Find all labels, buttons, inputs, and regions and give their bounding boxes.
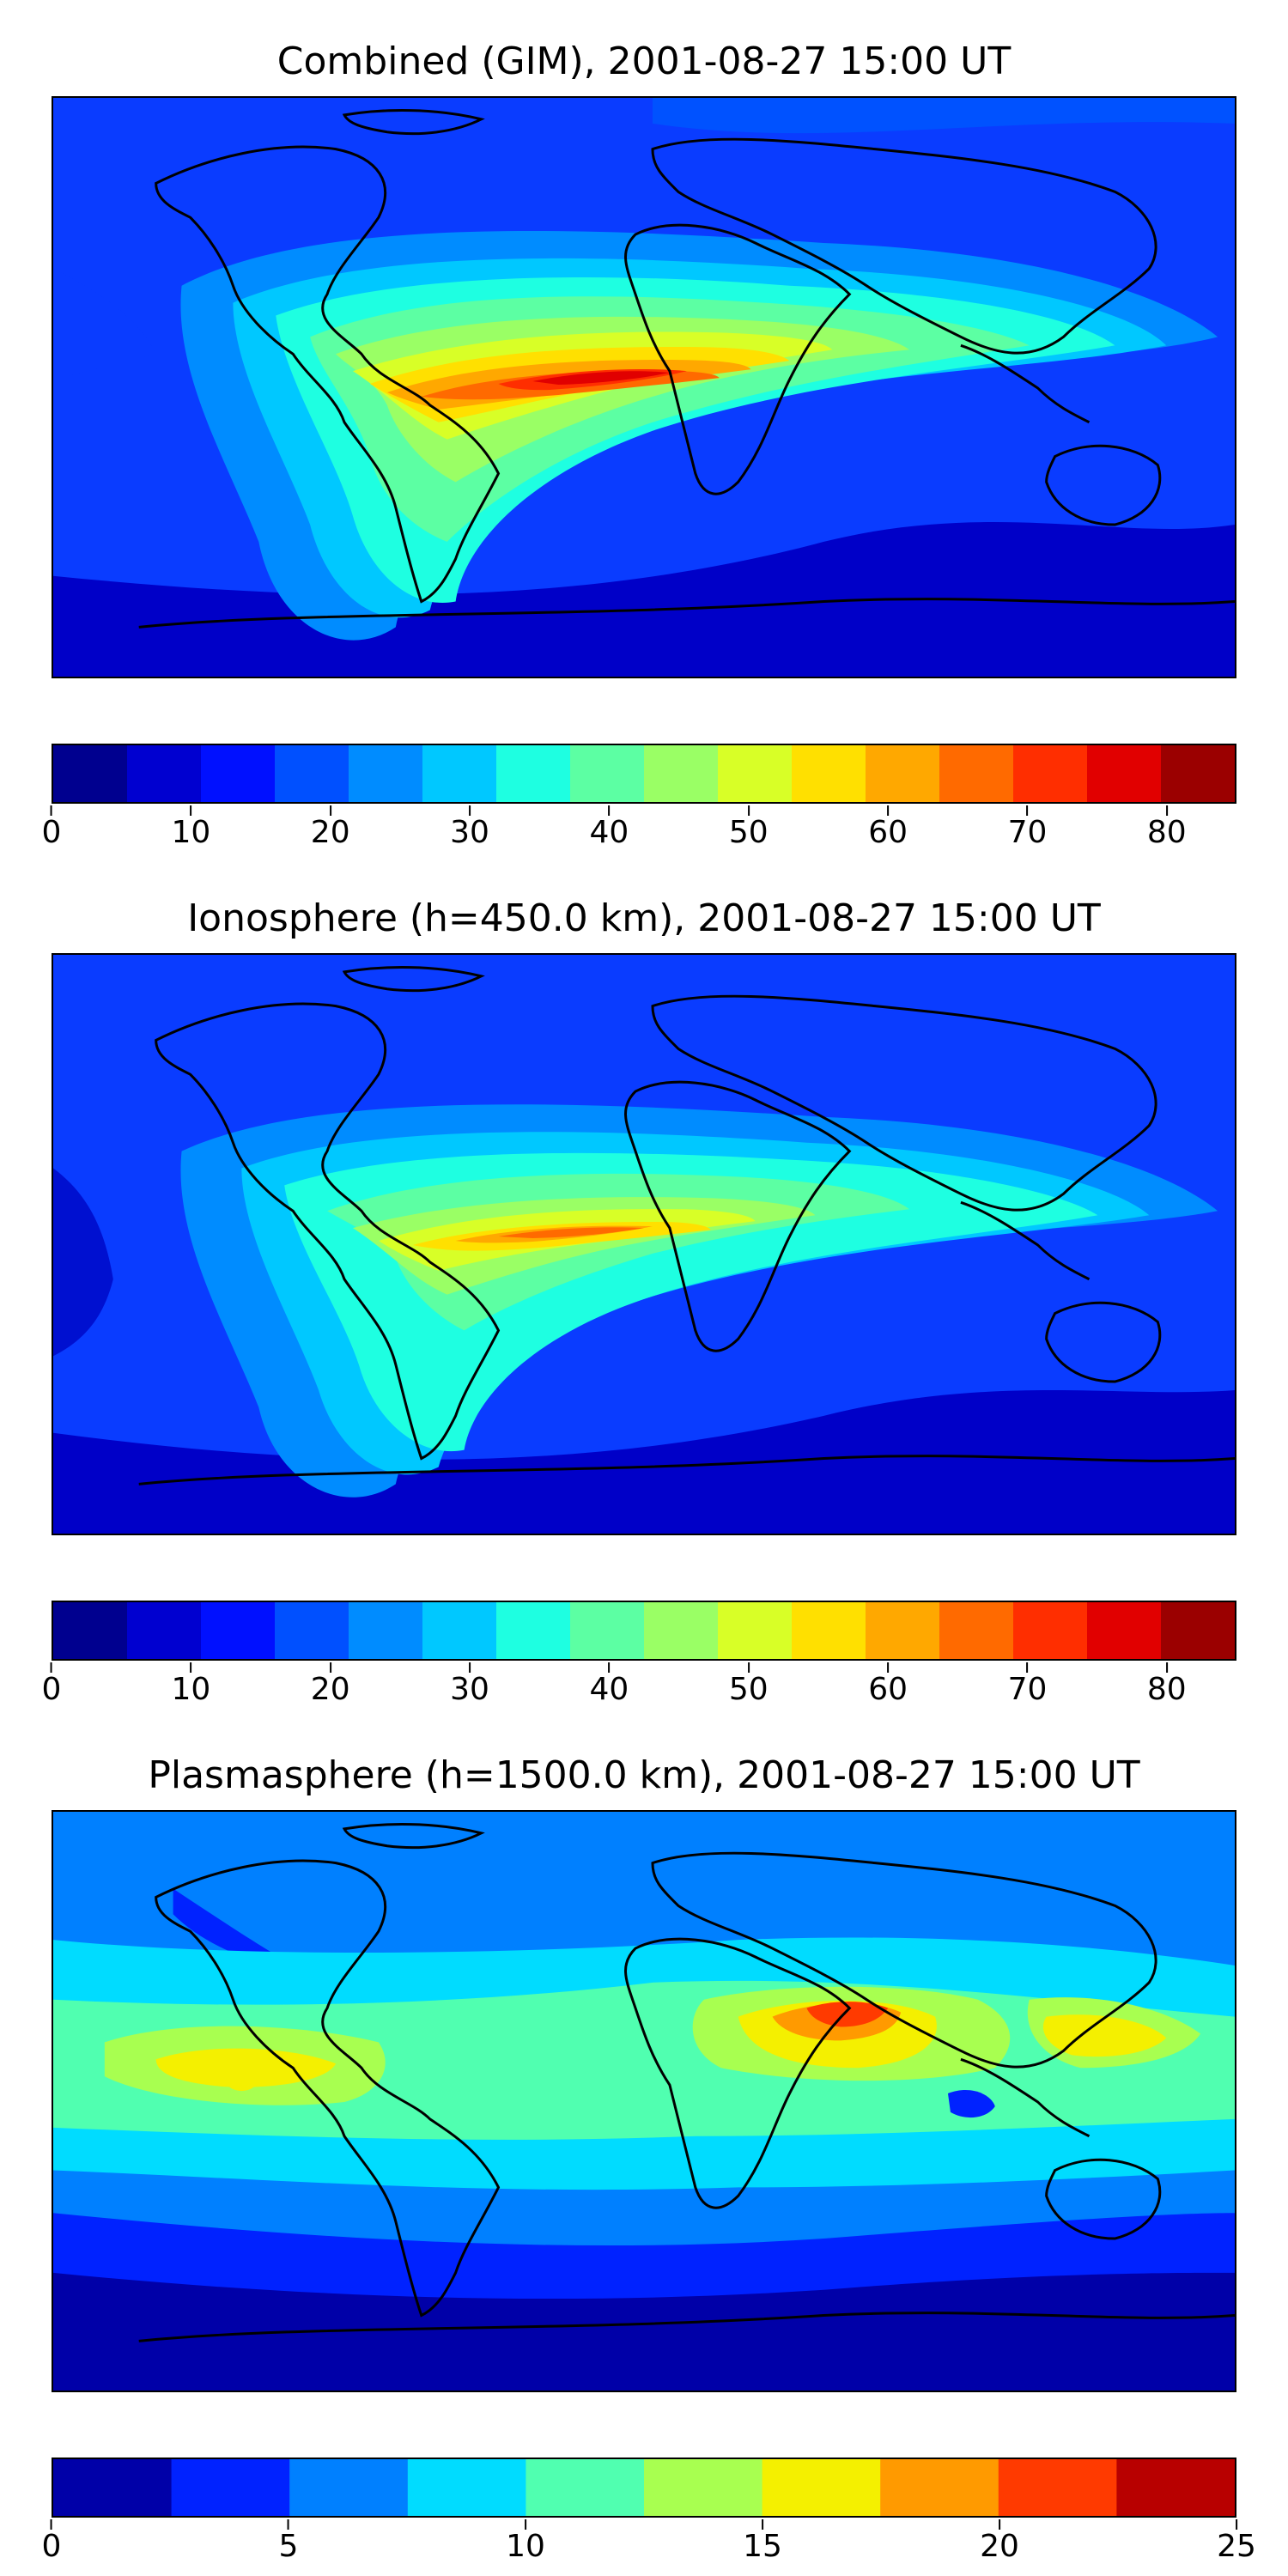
colorbar-ticks-plasmasphere: 0 5 10 15 20 25 <box>42 2529 1256 2573</box>
colorbar-swatch <box>644 2459 763 2516</box>
colorbar-tick-label: 60 <box>868 815 908 850</box>
colorbar-tick-label: 20 <box>310 815 350 850</box>
colorbar-tick-label: 0 <box>41 2529 62 2564</box>
colorbar-swatch <box>1087 745 1162 802</box>
colorbar-swatch <box>718 1602 793 1659</box>
colorbar-swatch <box>866 1602 940 1659</box>
map-combined <box>52 96 1236 678</box>
colorbar-swatches-combined <box>53 745 1235 802</box>
colorbar-swatches-ionosphere <box>53 1602 1235 1659</box>
colorbar-tick-label: 30 <box>450 1672 489 1707</box>
colorbar-swatch <box>1013 745 1088 802</box>
colorbar-ticks-ionosphere: 0 10 20 30 40 50 60 70 80 <box>42 1672 1236 1716</box>
colorbar-swatch <box>792 745 866 802</box>
colorbar-swatch <box>570 745 645 802</box>
colorbar-tick-label: 0 <box>41 815 62 850</box>
colorbar-swatch <box>275 745 349 802</box>
panel-title-plasmasphere: Plasmasphere (h=1500.0 km), 2001-08-27 1… <box>148 1753 1140 1797</box>
colorbar-tick-label: 20 <box>980 2529 1019 2564</box>
colorbar-swatch <box>644 1602 719 1659</box>
colorbar-tick-label: 40 <box>589 815 629 850</box>
colorbar-swatch <box>792 1602 866 1659</box>
colorbar-tick-label: 70 <box>1007 1672 1048 1707</box>
colorbar-tick-label: 30 <box>450 815 489 850</box>
colorbar-tick-label: 80 <box>1146 1672 1187 1707</box>
colorbar-swatch <box>939 1602 1014 1659</box>
colorbar-swatch <box>762 2459 881 2516</box>
colorbar-tick-label: 5 <box>278 2529 299 2564</box>
colorbar-swatch <box>496 745 571 802</box>
colorbar-swatch <box>1116 2459 1235 2516</box>
colorbar-swatch <box>939 745 1014 802</box>
colorbar-swatch <box>526 2459 645 2516</box>
colorbar-tick-label: 10 <box>171 815 211 850</box>
colorbar-swatch <box>349 745 423 802</box>
map-ionosphere <box>52 953 1236 1535</box>
colorbar-swatch <box>407 2459 526 2516</box>
colorbar-swatch <box>275 1602 349 1659</box>
colorbar-tick-label: 70 <box>1007 815 1048 850</box>
colorbar-swatch <box>718 745 793 802</box>
panel-title-ionosphere: Ionosphere (h=450.0 km), 2001-08-27 15:0… <box>187 896 1101 940</box>
map-svg-plasmasphere <box>53 1812 1235 2391</box>
colorbar-tick-label: 80 <box>1146 815 1187 850</box>
colorbar-ticks-combined: 0 10 20 30 40 50 60 70 80 <box>42 815 1236 859</box>
colorbar-tick-label: 10 <box>171 1672 211 1707</box>
colorbar-tick-label: 60 <box>868 1672 908 1707</box>
colorbar-swatch <box>349 1602 423 1659</box>
colorbar-tick-label: 10 <box>506 2529 545 2564</box>
colorbar-swatch <box>1013 1602 1088 1659</box>
map-svg-combined <box>53 98 1235 677</box>
colorbar-swatch <box>422 745 497 802</box>
colorbar-swatch <box>53 1602 128 1659</box>
colorbar-swatch <box>201 1602 276 1659</box>
colorbar-swatch <box>496 1602 571 1659</box>
colorbar-tick-label: 50 <box>728 1672 769 1707</box>
map-svg-ionosphere <box>53 955 1235 1534</box>
colorbar-tick-label: 25 <box>1217 2529 1256 2564</box>
colorbar-plasmasphere <box>52 2458 1236 2518</box>
colorbar-swatch <box>53 2459 173 2516</box>
colorbar-swatch <box>998 2459 1117 2516</box>
colorbar-swatch <box>127 1602 202 1659</box>
colorbar-swatches-plasmasphere <box>53 2459 1235 2516</box>
colorbar-swatch <box>1087 1602 1162 1659</box>
colorbar-swatch <box>1161 1602 1235 1659</box>
colorbar-swatch <box>644 745 719 802</box>
colorbar-tick-label: 40 <box>589 1672 629 1707</box>
colorbar-swatch <box>201 745 276 802</box>
map-plasmasphere <box>52 1810 1236 2392</box>
colorbar-tick-label: 0 <box>41 1672 62 1707</box>
colorbar-tick-label: 15 <box>743 2529 782 2564</box>
colorbar-swatch <box>866 745 940 802</box>
colorbar-swatch <box>289 2459 409 2516</box>
colorbar-swatch <box>127 745 202 802</box>
colorbar-ionosphere <box>52 1601 1236 1661</box>
colorbar-swatch <box>570 1602 645 1659</box>
colorbar-swatch <box>171 2459 290 2516</box>
colorbar-swatch <box>1161 745 1235 802</box>
colorbar-swatch <box>422 1602 497 1659</box>
colorbar-tick-label: 20 <box>310 1672 350 1707</box>
colorbar-tick-label: 50 <box>728 815 769 850</box>
colorbar-combined <box>52 744 1236 804</box>
colorbar-swatch <box>880 2459 999 2516</box>
panel-title-combined: Combined (GIM), 2001-08-27 15:00 UT <box>276 39 1012 83</box>
colorbar-swatch <box>53 745 128 802</box>
